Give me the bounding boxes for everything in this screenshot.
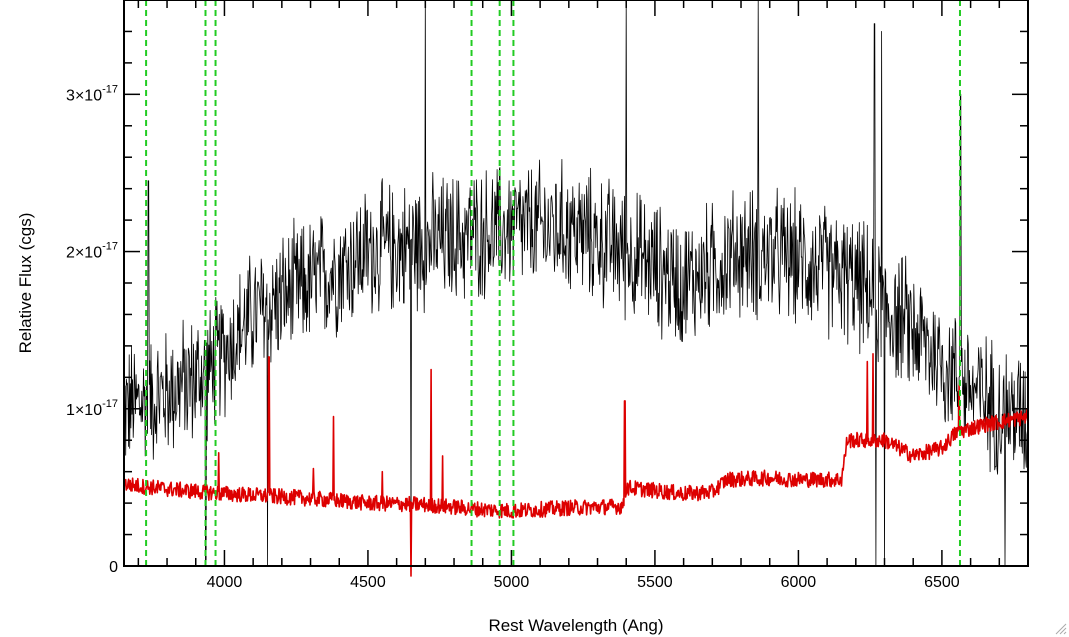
series-line-1 <box>123 0 1029 567</box>
x-tick-label: 6500 <box>924 574 960 591</box>
resize-grip-icon[interactable] <box>1055 623 1067 635</box>
y-tick-label: 1×10-17 <box>66 398 118 419</box>
x-tick-label: 5500 <box>637 574 673 591</box>
emission-line-markers <box>145 0 961 566</box>
x-tick-label: 4000 <box>207 574 243 591</box>
x-tick-label: 6000 <box>781 574 817 591</box>
x-axis-title: Rest Wavelength (Ang) <box>488 616 663 635</box>
y-axis-title: Relative Flux (cgs) <box>16 213 35 354</box>
series-line-2 <box>123 353 1029 577</box>
y-tick-label: 2×10-17 <box>66 241 118 262</box>
axis-ticks <box>124 0 1029 567</box>
x-tick-label: 5000 <box>494 574 530 591</box>
plot-frame <box>123 0 1029 567</box>
x-tick-label: 4500 <box>350 574 386 591</box>
series-layer <box>123 0 1029 577</box>
x-tick-labels: 4000 4500 5000 5500 6000 6500 <box>207 574 960 591</box>
y-tick-label: 3×10-17 <box>66 83 118 104</box>
y-tick-labels: 0 1×10-17 2×10-17 3×10-17 <box>66 83 118 576</box>
y-tick-label: 0 <box>109 559 118 576</box>
